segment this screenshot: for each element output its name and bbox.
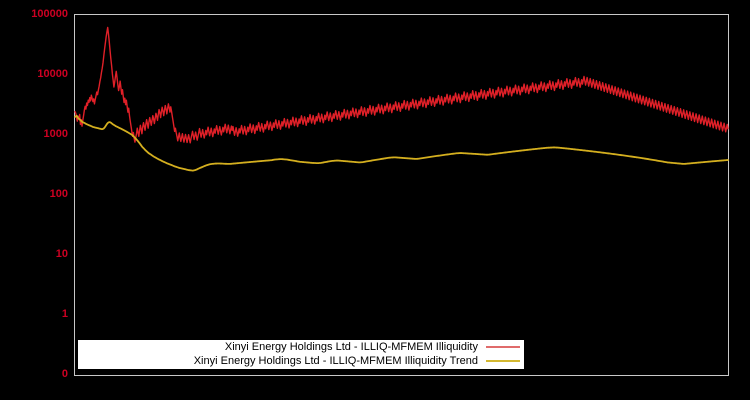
legend-swatch-illiquidity [486,346,520,348]
legend-label: Xinyi Energy Holdings Ltd - ILLIQ-MFMEM … [224,341,478,353]
legend-entry: Xinyi Energy Holdings Ltd - ILLIQ-MFMEM … [78,354,524,368]
chart-legend: Xinyi Energy Holdings Ltd - ILLIQ-MFMEM … [78,340,524,369]
y-axis-tick-label: 10 [55,248,68,260]
series-line-illiquidity-trend [74,114,729,172]
legend-label: Xinyi Energy Holdings Ltd - ILLIQ-MFMEM … [193,355,478,367]
legend-swatch-illiquidity-trend [486,360,520,362]
y-axis-tick-label: 100 [49,188,68,200]
y-axis-tick-label: 1000 [43,128,68,140]
legend-entry: Xinyi Energy Holdings Ltd - ILLIQ-MFMEM … [78,340,524,354]
y-axis-tick-label: 1 [61,308,68,320]
y-axis-tick-label: 10000 [37,68,68,80]
plot-border [74,14,729,376]
y-axis-tick-label: 0 [61,368,68,380]
series-layer [74,26,729,172]
series-line-illiquidity [74,26,729,144]
y-axis-tick-label: 100000 [31,8,68,20]
